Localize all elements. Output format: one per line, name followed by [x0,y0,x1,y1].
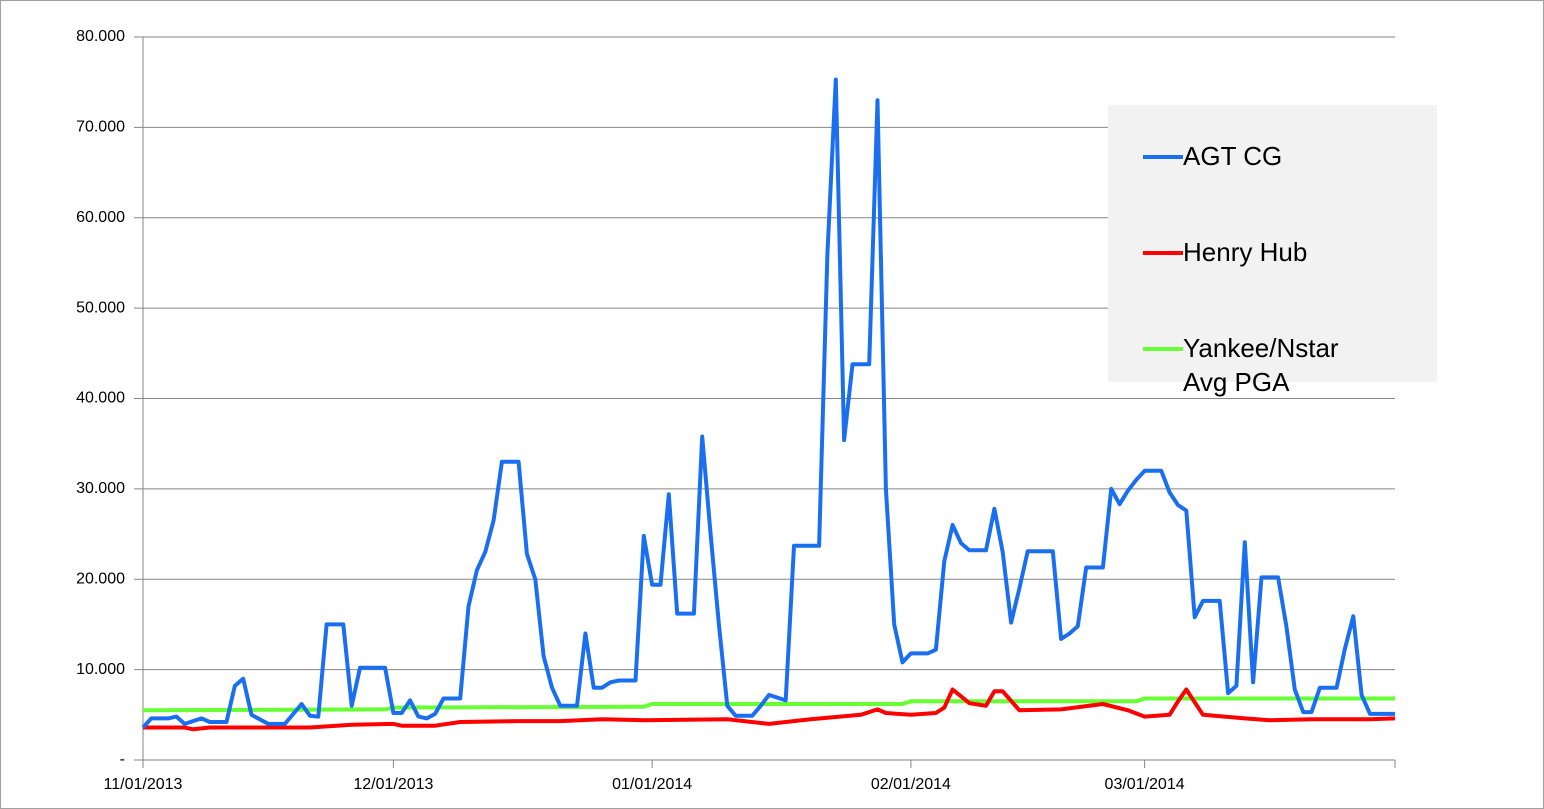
x-tick-label: 02/01/2014 [871,776,951,793]
y-tick-label: 10.000 [76,661,125,678]
legend-entry: AGT CG [1143,139,1353,173]
x-tick-label: 03/01/2014 [1105,776,1185,793]
legend-entry: Yankee/Nstar Avg PGA [1143,331,1353,399]
legend-label: AGT CG [1183,141,1283,171]
data-line [142,696,1395,713]
legend-label: Henry Hub [1183,237,1308,267]
data-line [143,687,1396,732]
y-tick-label: 80.000 [76,28,125,45]
legend-swatch [1143,347,1183,351]
y-tick-label: 40.000 [76,390,125,407]
y-tick-label: - [120,751,125,768]
x-tick-label: 11/01/2013 [104,776,183,793]
y-tick-label: 30.000 [76,480,125,497]
data-line [141,77,1395,729]
legend: AGT CG Henry Hub Yankee/Nstar Avg PGA [1108,105,1437,397]
x-tick-label: 01/01/2014 [612,776,692,793]
legend-swatch [1143,155,1183,159]
legend-swatch [1143,251,1183,255]
x-tick-label: 12/01/2013 [353,776,433,793]
legend-entry: Henry Hub [1143,235,1353,269]
y-tick-label: 20.000 [76,570,125,587]
y-tick-label: 50.000 [76,299,125,316]
y-tick-label: 70.000 [76,119,125,136]
legend-label: Yankee/Nstar Avg PGA [1183,333,1339,397]
y-tick-label: 60.000 [76,209,125,226]
